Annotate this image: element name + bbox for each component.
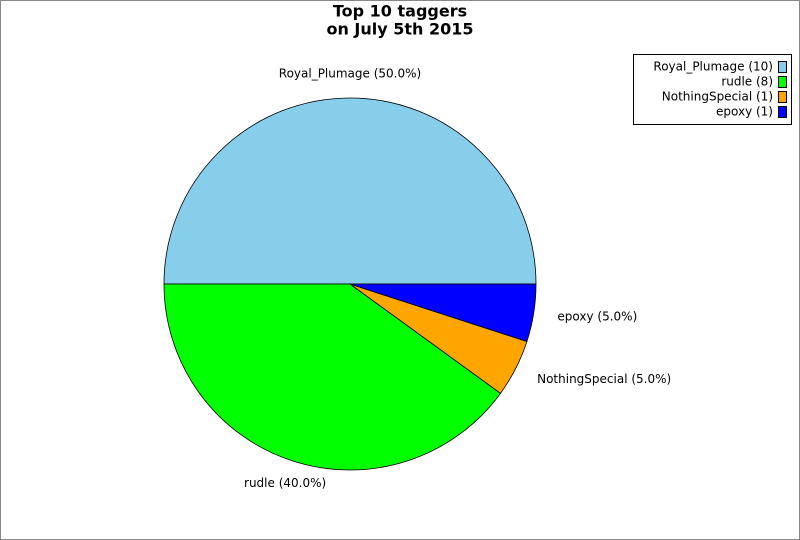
legend-box <box>633 54 792 125</box>
slice-label: rudle (40.0%) <box>244 476 326 490</box>
legend-swatch <box>778 76 787 88</box>
slice-label: NothingSpecial (5.0%) <box>537 372 671 386</box>
pie-slice <box>163 97 537 285</box>
legend-swatch <box>778 106 787 118</box>
slice-label: Royal_Plumage (50.0%) <box>279 67 421 81</box>
pie-slice <box>349 283 537 342</box>
legend-swatch <box>778 91 787 103</box>
legend-label: rudle (8) <box>721 75 773 89</box>
chart-title: Top 10 taggers <box>333 2 467 21</box>
slice-label: epoxy (5.0%) <box>557 309 637 323</box>
legend-swatch <box>778 61 787 73</box>
legend-label: epoxy (1) <box>716 105 773 119</box>
legend-label: Royal_Plumage (10) <box>653 60 773 74</box>
chart-subtitle: on July 5th 2015 <box>326 20 473 39</box>
legend-label: NothingSpecial (1) <box>662 90 773 104</box>
pie-slice <box>163 283 502 471</box>
